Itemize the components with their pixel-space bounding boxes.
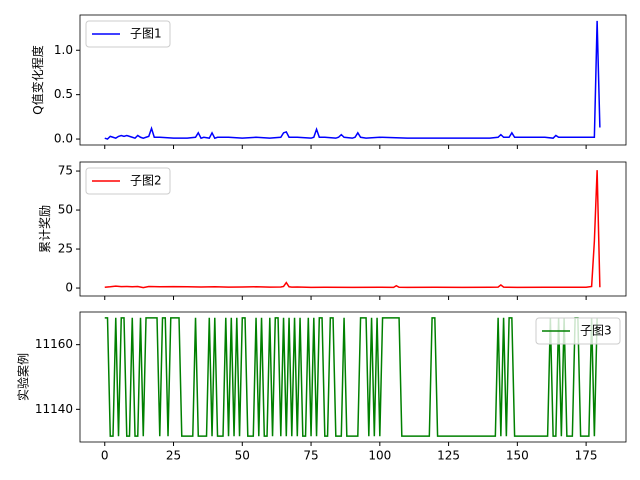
y-tick-label: 75 <box>58 164 73 178</box>
legend-label: 子图1 <box>130 27 162 41</box>
axes-frame <box>79 161 627 297</box>
data-line <box>104 20 601 140</box>
x-tick-label: 0 <box>101 449 109 463</box>
y-tick-label: 25 <box>58 242 73 256</box>
data-line <box>104 317 598 437</box>
y-tick-label: 11140 <box>35 402 73 416</box>
x-tick-label: 75 <box>303 449 318 463</box>
x-tick-label: 50 <box>235 449 250 463</box>
axes-frame <box>79 311 627 443</box>
y-tick-label: 11160 <box>35 337 73 351</box>
y-tick-label: 0 <box>65 281 73 295</box>
legend-box <box>535 317 621 345</box>
x-tick-label: 100 <box>368 449 391 463</box>
legend-label: 子图2 <box>130 174 162 188</box>
legend-label: 子图3 <box>580 324 612 338</box>
y-axis-label: 累计奖励 <box>38 205 52 253</box>
y-tick-label: 0.5 <box>54 87 73 101</box>
y-axis-label: Q值变化程度 <box>30 45 45 114</box>
axes-frame <box>79 14 627 146</box>
data-line <box>104 170 601 289</box>
y-axis-label: 实验案例 <box>16 353 31 401</box>
y-tick-label: 1.0 <box>54 43 73 57</box>
x-tick-label: 175 <box>575 449 598 463</box>
x-tick-label: 25 <box>166 449 181 463</box>
x-tick-label: 125 <box>437 449 460 463</box>
legend-box <box>85 167 171 195</box>
x-tick-label: 150 <box>506 449 529 463</box>
y-tick-label: 50 <box>58 203 73 217</box>
y-tick-label: 0.0 <box>54 132 73 146</box>
legend-box <box>85 20 171 48</box>
